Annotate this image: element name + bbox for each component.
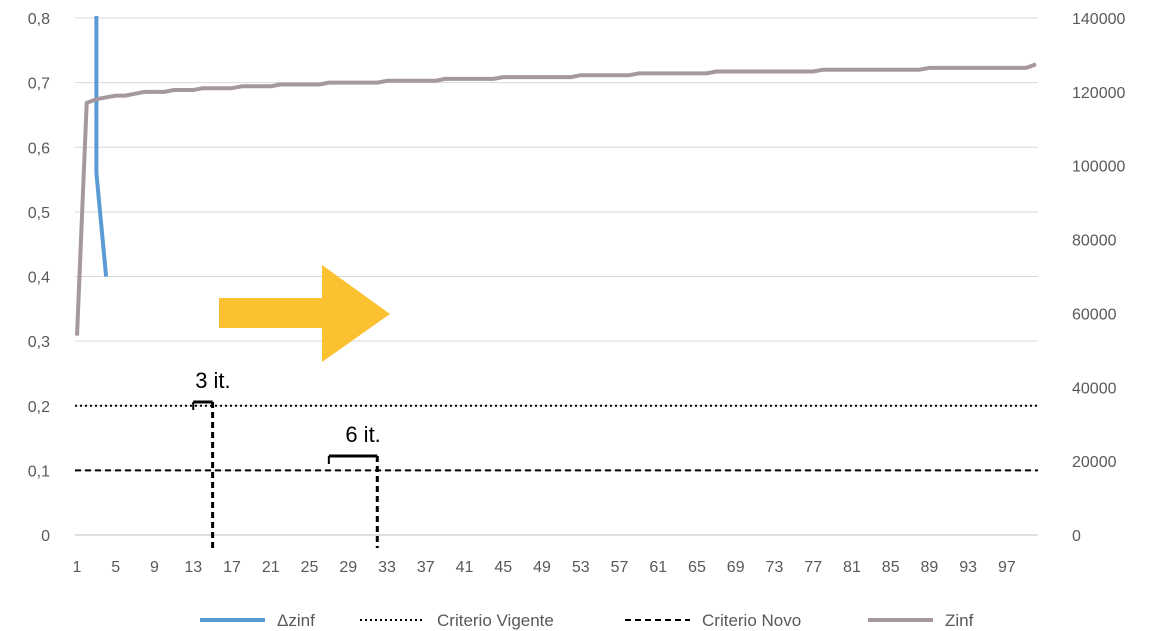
x-tick-label: 85 (882, 559, 900, 576)
right-tick-label: 40000 (1072, 380, 1117, 397)
right-tick-label: 0 (1072, 528, 1081, 545)
x-tick-label: 45 (494, 559, 512, 576)
criteria-lines (75, 404, 1038, 472)
left-tick-label: 0,8 (28, 11, 50, 28)
x-tick-label: 1 (73, 559, 82, 576)
right-tick-label: 20000 (1072, 454, 1117, 471)
zinf-series-line (75, 62, 1037, 336)
x-tick-label: 89 (921, 559, 939, 576)
x-tick-label: 37 (417, 559, 435, 576)
dzinf-series-line (94, 16, 109, 277)
right-tick-label: 120000 (1072, 85, 1125, 102)
x-tick-label: 29 (339, 559, 357, 576)
x-tick-label: 61 (649, 559, 667, 576)
left-tick-label: 0,3 (28, 334, 50, 351)
x-tick-label: 13 (184, 559, 202, 576)
x-tick-label: 49 (533, 559, 551, 576)
x-tick-label: 73 (766, 559, 784, 576)
x-tick-label: 21 (262, 559, 280, 576)
right-tick-label: 60000 (1072, 306, 1117, 323)
series-lines (75, 16, 1037, 336)
x-tick-label: 93 (959, 559, 977, 576)
x-tick-label: 57 (611, 559, 629, 576)
x-tick-label: 17 (223, 559, 241, 576)
x-tick-label: 5 (111, 559, 120, 576)
iteration-annotations: 3 it. 6 it. (192, 368, 381, 548)
left-tick-label: 0,2 (28, 399, 50, 416)
annotation-label: 3 it. (195, 368, 230, 393)
x-tick-label: 65 (688, 559, 706, 576)
legend: Δzinf Criterio Vigente Criterio Novo Zinf (200, 611, 974, 630)
left-tick-label: 0,4 (28, 270, 50, 287)
right-arrow-icon (219, 265, 390, 362)
x-tick-label: 9 (150, 559, 159, 576)
x-tick-label: 41 (456, 559, 474, 576)
x-tick-label: 77 (804, 559, 822, 576)
x-tick-label: 97 (998, 559, 1016, 576)
x-tick-label: 53 (572, 559, 590, 576)
left-tick-label: 0,7 (28, 76, 50, 93)
left-axis-ticks: 0 0,1 0,2 0,3 0,4 0,5 0,6 0,7 0,8 (28, 11, 50, 545)
legend-label: Criterio Vigente (437, 611, 554, 630)
legend-label: Zinf (945, 611, 974, 630)
x-tick-label: 69 (727, 559, 745, 576)
legend-label: Δzinf (277, 611, 315, 630)
right-tick-label: 80000 (1072, 233, 1117, 250)
annotation-label: 6 it. (345, 422, 380, 447)
left-tick-label: 0,1 (28, 463, 50, 480)
left-tick-label: 0,6 (28, 140, 50, 157)
right-tick-label: 140000 (1072, 11, 1125, 28)
legend-label: Criterio Novo (702, 611, 801, 630)
x-axis-ticks: 1 5 9 13 17 21 25 29 33 37 41 45 49 53 57 61 65 69 73 77 81 8… (73, 559, 1016, 576)
x-tick-label: 81 (843, 559, 861, 576)
left-tick-label: 0 (41, 528, 50, 545)
x-tick-label: 33 (378, 559, 396, 576)
left-tick-label: 0,5 (28, 205, 50, 222)
grid-lines (75, 17, 1038, 536)
right-axis-ticks: 0 20000 40000 60000 80000 100000 120000 140000 (1072, 11, 1125, 545)
right-tick-label: 100000 (1072, 159, 1125, 176)
x-tick-label: 25 (301, 559, 319, 576)
